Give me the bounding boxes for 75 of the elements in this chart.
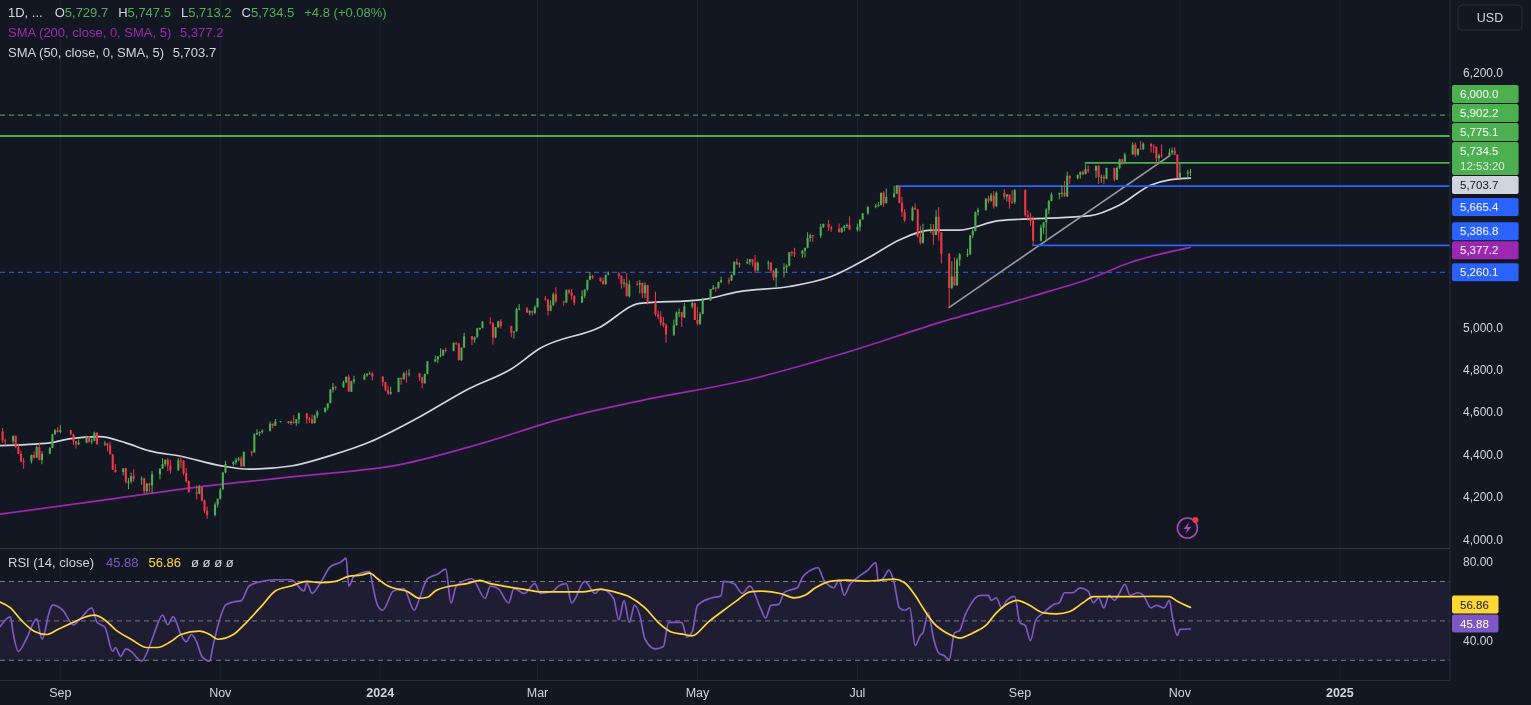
data-label: 5,775.1 [1460, 126, 1499, 139]
x-tick-label: 2024 [366, 686, 395, 700]
y-axis-title: USD [1476, 10, 1504, 25]
candlestick [932, 224, 935, 245]
candlestick [911, 206, 914, 222]
line-series [0, 572, 1192, 649]
text: 45.88 [1460, 617, 1489, 630]
chart-title: 1D, ... [8, 5, 43, 20]
y-tick-label: 4,600.0 [1463, 405, 1504, 420]
text: SMA (200, close, 0, SMA, 5) [8, 25, 172, 40]
text: 56.86 [1460, 598, 1489, 611]
candlestick [481, 320, 484, 329]
annotation: ø ø ø ø [191, 555, 234, 570]
data-label: 5,665.4 [1460, 201, 1499, 214]
text: 5,377.2 [1460, 244, 1499, 257]
candlestick [654, 291, 657, 317]
annotation: 45.88 [105, 555, 139, 570]
y-tick-label: 40.00 [1463, 633, 1494, 648]
text: SMA (50, close, 0, SMA, 5) [8, 45, 165, 60]
line-series [0, 557, 1192, 662]
y-tick-label: 4,200.0 [1463, 490, 1504, 505]
candlestick [599, 277, 602, 282]
candlestick [195, 485, 198, 500]
candlestick [929, 224, 932, 234]
candlestick [1060, 185, 1063, 197]
y-tick-label: 6,200.0 [1463, 65, 1504, 80]
candlestick [127, 477, 130, 490]
candlestick [140, 476, 143, 485]
y-tick-label: 4,800.0 [1463, 363, 1504, 378]
y-tick-label: 4,400.0 [1463, 447, 1504, 462]
text: 5,703.7 [1460, 179, 1499, 192]
x-tick-label: Nov [1168, 686, 1192, 700]
x-tick-label: Sep [49, 686, 72, 700]
candlestick [848, 216, 851, 231]
line-series [0, 246, 1192, 516]
candlestick [1008, 194, 1011, 209]
annotation: 5,703.7 [172, 45, 217, 60]
x-tick-label: Jul [849, 686, 866, 700]
annotation: H5,747.5 [118, 5, 171, 20]
candlestick [405, 370, 408, 383]
candlestick [1160, 144, 1163, 158]
candlestick [444, 347, 447, 353]
annotation: +4.8 (+0.08%) [304, 5, 387, 20]
x-tick-label: Mar [526, 686, 549, 700]
candlestick [363, 373, 366, 380]
annotation: L5,713.2 [180, 5, 232, 20]
candlestick [1139, 140, 1142, 150]
y-tick-label: 80.00 [1463, 554, 1494, 569]
annotation: O5,729.7 [54, 5, 109, 20]
annotation: 5,377.2 [180, 25, 224, 40]
candlestick [767, 260, 770, 270]
candlestick [85, 435, 88, 444]
data-label: 5,386.8 [1460, 225, 1499, 238]
annotation: 56.86 [148, 555, 182, 570]
y-tick-label: 4,000.0 [1463, 532, 1504, 547]
candlestick [30, 454, 33, 464]
line-series [0, 177, 1192, 471]
candlestick [1087, 165, 1090, 174]
x-tick-label: 2025 [1325, 686, 1354, 700]
candlestick [407, 369, 411, 377]
ref-line-label: 6,000.0 [1460, 88, 1499, 101]
ref-line-label: 5,902.2 [1460, 107, 1499, 120]
candlestick [106, 442, 109, 452]
candlestick [793, 247, 796, 258]
ref-line-label: 5,260.1 [1460, 266, 1499, 279]
chart-title: RSI (14, close) [8, 555, 94, 570]
x-tick-label: Sep [1008, 686, 1032, 700]
candlestick [987, 195, 990, 204]
text: 5,734.5 12:53:20 [1460, 145, 1505, 173]
candlestick [1105, 167, 1108, 180]
x-tick-label: May [685, 686, 711, 700]
candlestick [148, 483, 151, 493]
annotation: C5,734.5 [241, 5, 295, 20]
y-tick-label: 5,000.0 [1463, 320, 1504, 335]
x-tick-label: Nov [209, 686, 233, 700]
